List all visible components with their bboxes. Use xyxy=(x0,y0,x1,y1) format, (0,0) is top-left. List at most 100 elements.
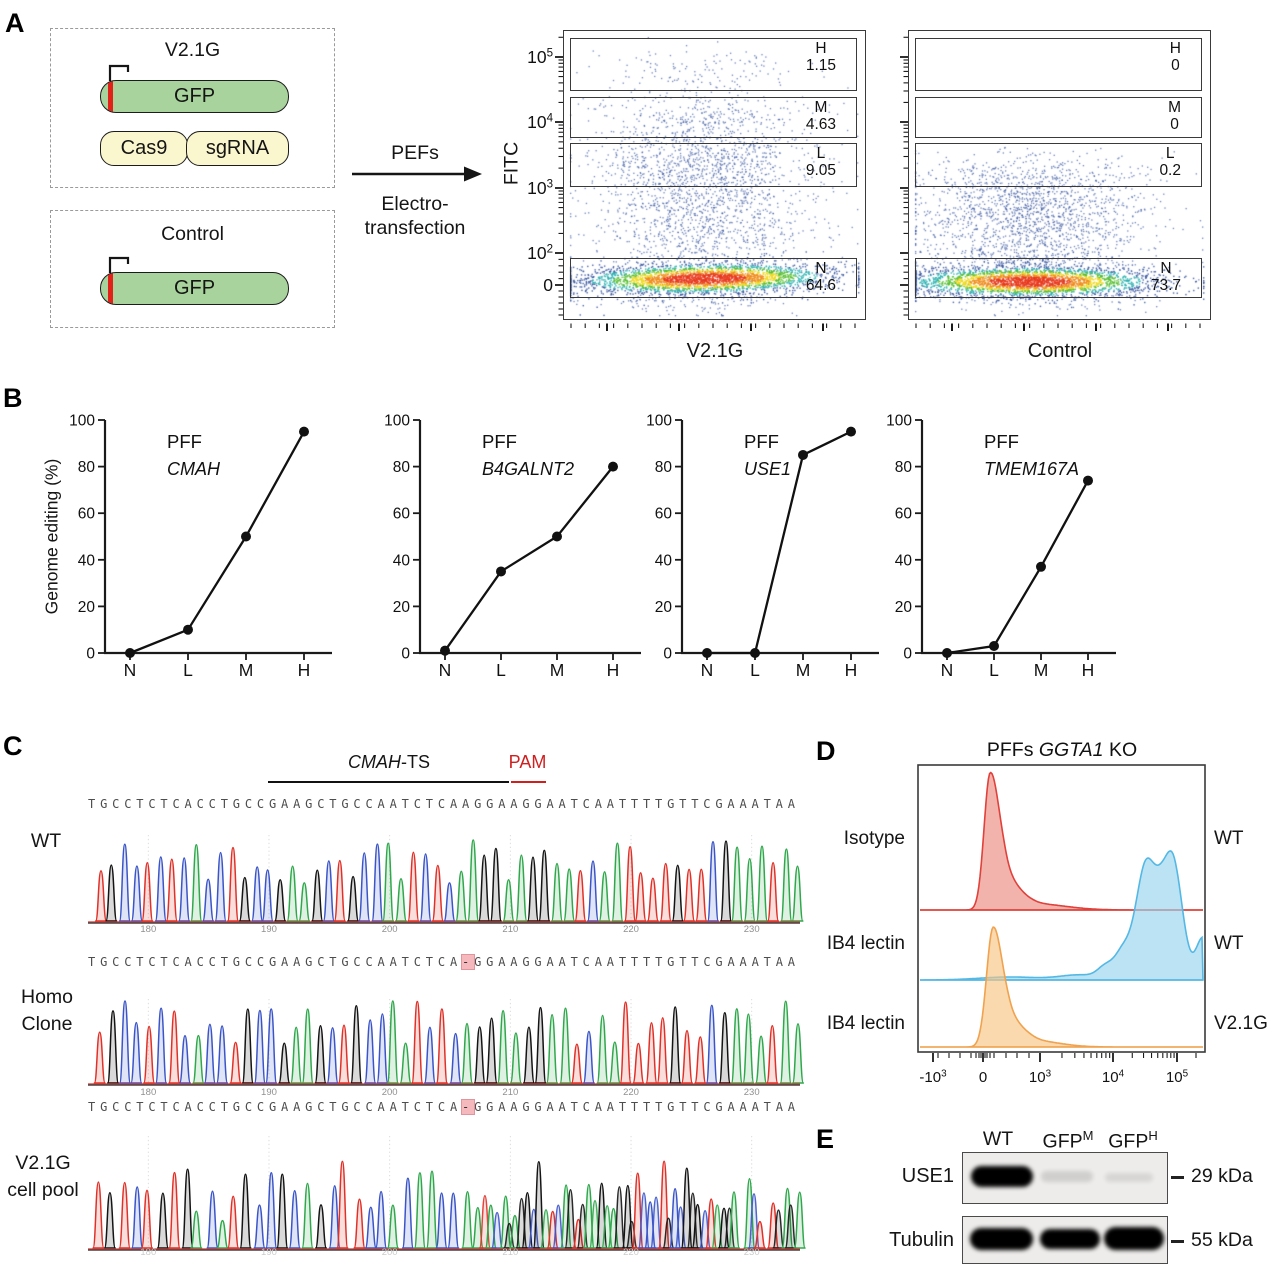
chromatogram-peak xyxy=(570,1043,583,1084)
chromatogram-peak xyxy=(526,856,540,922)
chromatogram-peak xyxy=(671,864,684,922)
chromatogram-peak xyxy=(586,860,600,922)
y-tick-label: 80 xyxy=(78,459,96,476)
chromatogram-peak xyxy=(301,1182,314,1249)
gate-label: M 4.63 xyxy=(806,99,836,133)
chromatogram-peak xyxy=(178,857,191,922)
chromatogram-peak xyxy=(791,865,804,922)
chromatogram-peak xyxy=(425,1170,439,1249)
chromatogram-peak xyxy=(781,1187,794,1249)
chromatogram-cell-pool: 180 190 200 210 220 230 xyxy=(88,1136,806,1258)
chromatogram-peak xyxy=(298,882,311,922)
chromatogram-peak xyxy=(105,864,118,922)
chromatogram-peak xyxy=(755,845,769,922)
chart-title: PFF xyxy=(984,431,1019,452)
x-tick-label: H xyxy=(298,660,311,680)
sequence-row-label: Homo Clone xyxy=(14,984,80,1038)
histogram-right-label: V2.1G xyxy=(1214,1013,1268,1034)
chromatogram-peak xyxy=(515,854,528,922)
chromatogram-peak xyxy=(216,1219,229,1249)
gate-name: H xyxy=(815,40,827,57)
chromatogram-peak xyxy=(793,1191,806,1249)
x-tick-label: L xyxy=(183,660,193,680)
panel-label-c: C xyxy=(3,731,23,761)
x-tick-label: H xyxy=(1082,660,1095,680)
western-blot-tubulin xyxy=(962,1216,1168,1264)
editing-chart-use1: 0 20 40 60 80 100 N L M H PFF USE1 xyxy=(646,413,879,680)
gfp-capsule-control: GFP xyxy=(100,272,289,305)
chromatogram-peak xyxy=(634,872,647,922)
gate-name: M xyxy=(814,99,828,116)
flow-gate-M: M 4.63 xyxy=(570,97,857,138)
sequence-row-label: V2.1G cell pool xyxy=(0,1150,86,1204)
chromatogram-peak xyxy=(497,1009,510,1084)
y-tick-label: 40 xyxy=(393,552,411,569)
x-tick-label: N xyxy=(941,660,954,680)
histogram-left-label: Isotype xyxy=(843,828,905,849)
chromatogram-peak xyxy=(596,1014,609,1084)
x-tick-label: N xyxy=(124,660,137,680)
chromatogram-peak xyxy=(347,875,360,922)
y-tick-label: 80 xyxy=(895,459,913,476)
gate-name: N xyxy=(815,260,827,277)
position-number: 200 xyxy=(382,924,398,935)
gate-label: H 1.15 xyxy=(806,40,836,74)
histogram-frame xyxy=(917,764,1206,1053)
chromatogram-peak xyxy=(694,1036,707,1084)
chromatogram-peak xyxy=(625,1220,638,1249)
chromatogram-peak xyxy=(467,839,480,922)
editing-chart-b4galnt2: 0 20 40 60 80 100 N L M H PFF B4GALNT2 xyxy=(384,413,641,680)
gate-label: N 73.7 xyxy=(1151,260,1181,294)
y-tick-label: 60 xyxy=(78,506,96,523)
y-tick-label: 60 xyxy=(895,506,913,523)
chromatogram-peak xyxy=(719,840,733,922)
chromatogram-peak xyxy=(130,865,143,922)
chromatogram-peak xyxy=(552,1204,565,1249)
sequence-row-label: WT xyxy=(18,828,74,855)
arrow-label-electro: Electro- xyxy=(381,193,449,215)
chromatogram-peak xyxy=(727,1191,741,1249)
target-site-gene: CMAH xyxy=(348,752,401,772)
position-number: 180 xyxy=(140,924,156,935)
gate-percent: 9.05 xyxy=(805,162,836,179)
editing-chart-cmah: 0 20 40 60 80 100 N L M H PFF CMAH xyxy=(69,413,332,680)
chromatogram-peak xyxy=(611,842,624,922)
chromatogram-peak xyxy=(598,871,611,922)
chromatogram-peak xyxy=(731,846,744,922)
target-site-label: CMAH-TS xyxy=(268,752,510,773)
x-tick-label: N xyxy=(439,660,452,680)
chromatogram-peak xyxy=(394,877,408,922)
chromatogram-peak xyxy=(143,1025,156,1084)
chromatogram-peak xyxy=(503,1222,516,1249)
flow-y-tick-label: 104 xyxy=(527,112,553,132)
chromatogram-peak xyxy=(386,1204,399,1249)
chromatogram-peak xyxy=(645,1022,658,1084)
histogram-curve-1 xyxy=(920,850,1204,981)
lane-sup: H xyxy=(1148,1128,1158,1143)
position-number: 220 xyxy=(623,1247,639,1258)
chromatogram-peak xyxy=(276,1173,289,1249)
chromatogram-peak xyxy=(742,1013,755,1084)
chromatogram-peak xyxy=(326,1027,339,1084)
seq-after: GGAAGGAATCAATTTTGTTCGAAATAA xyxy=(474,955,800,969)
flow-y-tick-label: 103 xyxy=(527,178,553,198)
chromatogram-peak xyxy=(241,1008,254,1084)
chromatogram-peak xyxy=(92,1181,105,1249)
marker-dash xyxy=(1171,1240,1184,1243)
chromatogram-peak xyxy=(419,853,432,922)
chromatogram-peak xyxy=(375,1190,388,1249)
chromatogram-peak xyxy=(333,859,346,922)
chromatogram-peak xyxy=(730,1008,743,1084)
y-tick-label: 0 xyxy=(663,646,672,663)
chromatogram-peak xyxy=(118,1181,131,1249)
sequence-text: TGCCTCTCACCTGCCGAAGCTGCCAATCTCA-GGAAGGAA… xyxy=(88,1099,800,1115)
x-tick-label: M xyxy=(1034,660,1049,680)
position-number: 190 xyxy=(261,924,277,935)
chromatogram-peak xyxy=(478,854,491,922)
gate-percent: 0 xyxy=(1171,57,1180,74)
chromatogram-peak xyxy=(203,1023,216,1084)
chromatogram-peak xyxy=(399,1042,412,1084)
chromatogram-peak xyxy=(106,1010,120,1084)
data-point xyxy=(942,648,952,658)
